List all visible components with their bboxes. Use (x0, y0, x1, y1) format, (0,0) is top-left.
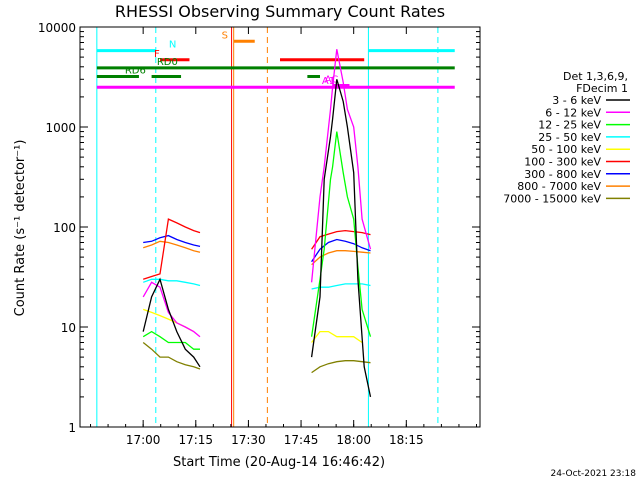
y-tick-label-2: 100 (53, 221, 76, 235)
x-tick-label-3: 17:45 (284, 433, 319, 447)
legend-label-0: 3 - 6 keV (552, 94, 601, 107)
x-tick-label-5: 18:15 (389, 433, 424, 447)
legend-label-6: 300 - 800 keV (524, 168, 601, 181)
flag-label-s: S (222, 30, 228, 41)
y-tick-label-1: 10 (61, 321, 76, 335)
legend-label-1: 6 - 12 keV (545, 106, 601, 119)
legend-label-7: 800 - 7000 keV (517, 180, 601, 193)
y-tick-label-4: 10000 (38, 21, 76, 35)
flag-label-f: F (154, 49, 160, 60)
legend-label-3: 25 - 50 keV (538, 131, 601, 144)
legend-header-0: Det 1,3,6,9, (563, 70, 628, 83)
y-axis: 1 10 100 1000 10000 (38, 21, 480, 435)
series-line-5-1 (311, 229, 371, 250)
x-tick-label-4: 18:00 (336, 433, 371, 447)
legend-label-2: 12 - 25 keV (538, 119, 601, 132)
series-line-6-0 (143, 234, 201, 248)
x-tick-label-0: 17:00 (126, 433, 161, 447)
series-line-4-1 (311, 330, 363, 344)
x-axis: 17:00 17:15 17:30 17:45 18:00 18:15 (90, 27, 477, 447)
series-line-0-0 (142, 277, 201, 368)
flag-label-a1: A1 (322, 76, 335, 87)
x-tick-label-2: 17:30 (231, 433, 266, 447)
chart-title: RHESSI Observing Summary Count Rates (115, 2, 445, 21)
series-line-5-0 (142, 218, 201, 280)
series-line-8-0 (142, 341, 201, 370)
series-line-3-0 (142, 278, 201, 287)
series-line-2-1 (310, 131, 372, 337)
series-line-8-1 (311, 360, 371, 374)
legend-header-1: FDecim 1 (576, 82, 628, 95)
x-axis-label: Start Time (20-Aug-14 16:46:42) (173, 455, 385, 470)
flag-label-ac: AC (325, 75, 339, 86)
flag-label-n: N (169, 40, 176, 51)
y-axis-label: Count Rate (s⁻¹ detector⁻¹) (13, 140, 28, 317)
series-line-0-1 (310, 79, 372, 398)
y-tick-label-3: 1000 (45, 121, 76, 135)
series-line-1-0 (142, 281, 201, 338)
y-tick-label-0: 1 (68, 421, 76, 435)
footer-timestamp: 24-Oct-2021 23:18 (551, 469, 637, 479)
legend-label-5: 100 - 300 keV (524, 156, 601, 169)
x-tick-label-1: 17:15 (178, 433, 213, 447)
series-line-2-0 (142, 330, 200, 350)
flag-label-rd6: RD6 (125, 65, 146, 76)
flag-label-rd0: RD0 (157, 57, 178, 68)
series-line-1-1 (310, 49, 372, 283)
legend-label-4: 50 - 100 keV (531, 143, 601, 156)
legend-label-8: 7000 - 15000 keV (503, 192, 601, 205)
series-line-3-1 (311, 283, 371, 290)
series-line-7-0 (142, 240, 201, 253)
